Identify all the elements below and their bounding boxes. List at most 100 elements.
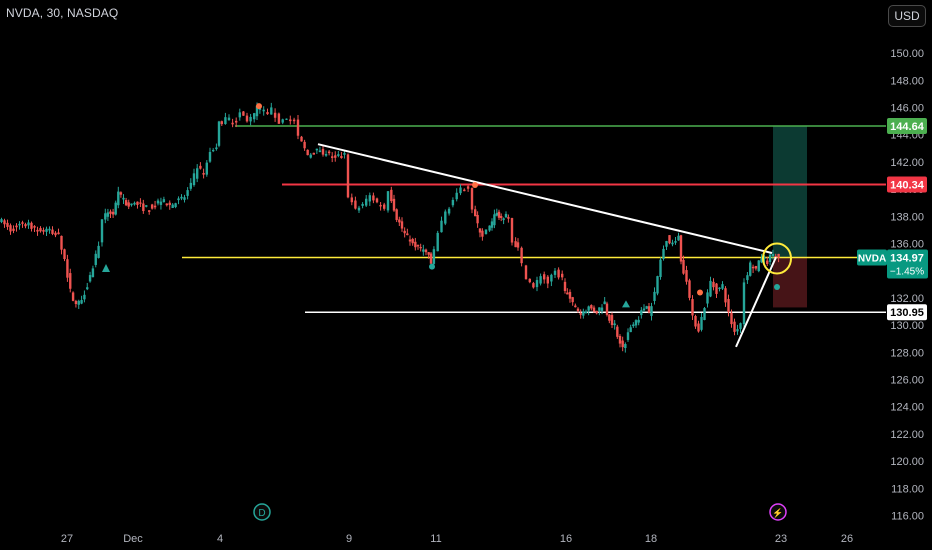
candle-body bbox=[691, 299, 694, 316]
candle bbox=[312, 152, 315, 155]
candle-body bbox=[130, 203, 133, 206]
candle-body bbox=[629, 327, 632, 333]
y-tick-label: 124.00 bbox=[890, 402, 924, 414]
candle bbox=[249, 113, 252, 126]
candle-body bbox=[375, 198, 379, 203]
currency-button[interactable]: USD bbox=[888, 5, 926, 27]
candle bbox=[331, 152, 334, 163]
candle-body bbox=[212, 150, 215, 152]
candle bbox=[751, 264, 755, 273]
candle-body bbox=[771, 254, 775, 257]
candle-body bbox=[350, 197, 353, 203]
candle bbox=[645, 305, 648, 310]
candle-body bbox=[539, 276, 542, 284]
candle-body bbox=[292, 119, 296, 122]
candle-body bbox=[114, 202, 117, 215]
symbol-tag-text: NVDA bbox=[858, 254, 886, 265]
highlight-circle bbox=[762, 242, 792, 275]
candle-body bbox=[80, 300, 83, 304]
candle-body bbox=[245, 115, 249, 122]
candle-body bbox=[383, 204, 386, 209]
x-tick-label: Dec bbox=[123, 533, 143, 545]
candle bbox=[124, 197, 128, 207]
candle-body bbox=[66, 259, 69, 278]
price-tag-1: 140.34 bbox=[887, 176, 927, 193]
candle-body bbox=[303, 141, 306, 149]
candle-body bbox=[321, 148, 325, 155]
candle bbox=[733, 318, 736, 336]
candle bbox=[262, 106, 265, 116]
candle bbox=[303, 139, 306, 151]
candle bbox=[165, 203, 168, 207]
candle-body bbox=[231, 122, 234, 125]
candle-body bbox=[395, 209, 398, 220]
candle bbox=[139, 198, 142, 208]
x-tick-label: 4 bbox=[217, 533, 223, 545]
candle-body bbox=[343, 153, 346, 155]
candle bbox=[150, 203, 154, 210]
dividend-icon bbox=[253, 503, 271, 521]
candle-body bbox=[590, 305, 593, 309]
candle-body bbox=[277, 113, 281, 124]
candle-body bbox=[727, 298, 730, 313]
candle bbox=[688, 278, 691, 301]
candle-body bbox=[742, 282, 746, 325]
candle bbox=[300, 135, 303, 142]
candle bbox=[153, 200, 157, 210]
x-tick-label: 27 bbox=[61, 533, 73, 545]
candle-body bbox=[255, 105, 259, 117]
earnings-label: ⚡ bbox=[772, 507, 783, 519]
candle bbox=[30, 221, 33, 232]
candle bbox=[6, 219, 9, 230]
candle-body bbox=[688, 280, 691, 298]
candle-body bbox=[39, 228, 42, 232]
y-tick-label: 136.00 bbox=[890, 238, 924, 250]
candle-body bbox=[122, 197, 125, 200]
candle-body bbox=[189, 182, 192, 189]
candle-body bbox=[63, 249, 66, 260]
candle-body bbox=[647, 306, 651, 313]
candle-body bbox=[334, 155, 337, 158]
candle bbox=[481, 228, 484, 241]
candle-body bbox=[9, 225, 12, 232]
candle-body bbox=[346, 154, 350, 198]
candle-body bbox=[566, 292, 569, 295]
candle bbox=[647, 303, 651, 314]
candle-body bbox=[749, 262, 752, 276]
profit-zone bbox=[773, 125, 807, 258]
candle bbox=[424, 248, 428, 256]
candle-body bbox=[51, 229, 54, 234]
candle bbox=[411, 237, 414, 246]
candle bbox=[130, 203, 133, 207]
candle-body bbox=[183, 197, 186, 200]
candle-body bbox=[202, 172, 205, 175]
candle-body bbox=[106, 212, 110, 217]
y-tick-label: 128.00 bbox=[890, 347, 924, 359]
candle-body bbox=[718, 287, 721, 290]
signal-dot bbox=[774, 284, 780, 291]
candle-body bbox=[36, 229, 39, 232]
candle bbox=[516, 238, 520, 251]
candle bbox=[595, 310, 598, 315]
candle-body bbox=[440, 220, 443, 233]
candle bbox=[455, 188, 458, 202]
candle bbox=[27, 219, 30, 229]
candle bbox=[777, 253, 780, 263]
candle bbox=[444, 209, 447, 226]
candle-body bbox=[598, 307, 601, 311]
candle-body bbox=[579, 313, 582, 315]
candle-body bbox=[493, 214, 496, 226]
candle-body bbox=[94, 253, 97, 265]
candle bbox=[553, 268, 557, 278]
candle-body bbox=[171, 204, 174, 209]
candle bbox=[315, 148, 319, 154]
candle bbox=[600, 304, 604, 315]
candle bbox=[440, 216, 443, 233]
candle-body bbox=[584, 311, 588, 314]
candle bbox=[296, 114, 300, 140]
x-tick-label: 9 bbox=[346, 533, 352, 545]
candle-body bbox=[463, 189, 466, 192]
candle-body bbox=[535, 280, 539, 288]
y-tick-label: 118.00 bbox=[891, 483, 924, 495]
